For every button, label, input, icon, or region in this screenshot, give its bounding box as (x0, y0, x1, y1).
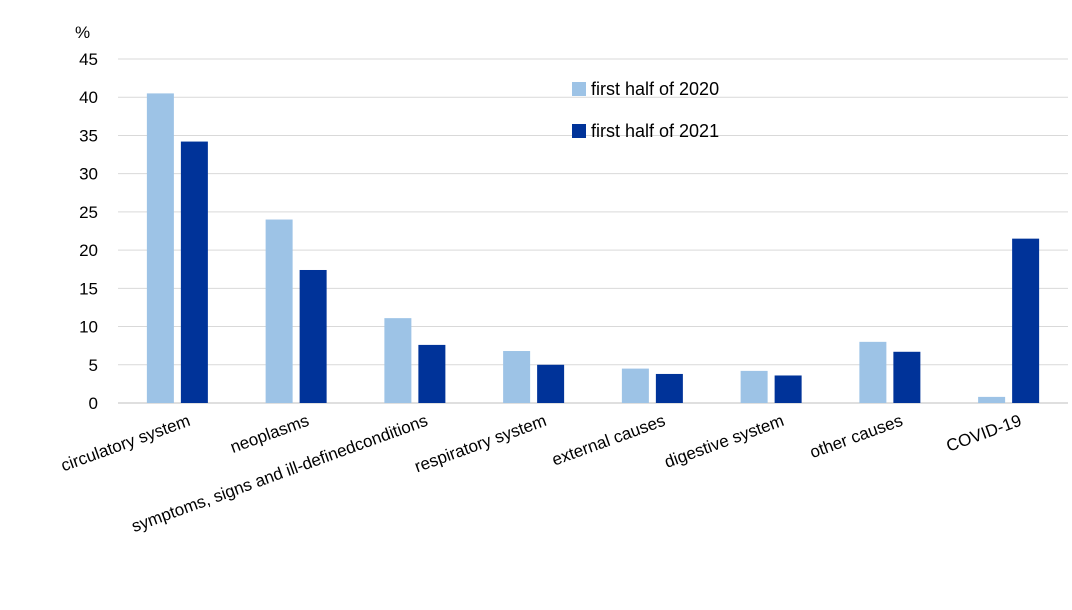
y-tick-label-20: 20 (79, 241, 98, 260)
legend-label-series1: first half of 2020 (591, 79, 719, 99)
legend-swatch-series2 (572, 124, 586, 138)
y-tick-label-35: 35 (79, 126, 98, 145)
bar-series1-external-causes (621, 368, 649, 403)
bar-series1-covid-19 (978, 396, 1006, 403)
x-category-label: respiratory system (412, 411, 549, 476)
x-category-label: COVID-19 (944, 411, 1024, 456)
legend-label-series2: first half of 2021 (591, 121, 719, 141)
bar-series2-covid-19 (1012, 238, 1040, 403)
bar-series2-neoplasms (299, 269, 327, 403)
bar-series1-other-causes (859, 341, 887, 403)
bar-series2-symptoms-signs-and-ill-definedconditions (418, 344, 446, 403)
y-tick-label-40: 40 (79, 88, 98, 107)
y-tick-label-0: 0 (89, 394, 98, 413)
bar-series2-respiratory-system (537, 364, 565, 403)
y-tick-label-10: 10 (79, 318, 98, 337)
y-axis-tick-labels: 0 5 10 15 20 25 30 35 40 45 (79, 50, 98, 413)
gridlines (118, 58, 1068, 404)
bar-series2-other-causes (893, 351, 921, 403)
y-tick-label-30: 30 (79, 165, 98, 184)
bar-series2-digestive-system (774, 375, 802, 403)
bar-series2-circulatory-system (180, 141, 208, 403)
y-axis-unit-label: % (75, 23, 90, 42)
bar-series1-neoplasms (265, 219, 293, 403)
bar-series1-digestive-system (740, 370, 768, 403)
y-tick-label-45: 45 (79, 50, 98, 69)
y-tick-label-5: 5 (89, 356, 98, 375)
y-tick-label-15: 15 (79, 279, 98, 298)
bar-series1-circulatory-system (146, 93, 174, 404)
x-category-label: other causes (807, 411, 905, 462)
x-category-label: circulatory system (58, 411, 192, 475)
bar-series1-respiratory-system (503, 351, 531, 403)
y-tick-label-25: 25 (79, 203, 98, 222)
x-category-label: external causes (549, 411, 667, 470)
x-category-label: neoplasms (228, 411, 312, 457)
bar-series1-symptoms-signs-and-ill-definedconditions (384, 318, 412, 403)
legend-swatch-series1 (572, 82, 586, 96)
x-category-label: digestive system (662, 411, 787, 472)
legend: first half of 2020 first half of 2021 (572, 79, 719, 141)
bars (146, 93, 1040, 404)
bar-series2-external-causes (655, 373, 683, 403)
